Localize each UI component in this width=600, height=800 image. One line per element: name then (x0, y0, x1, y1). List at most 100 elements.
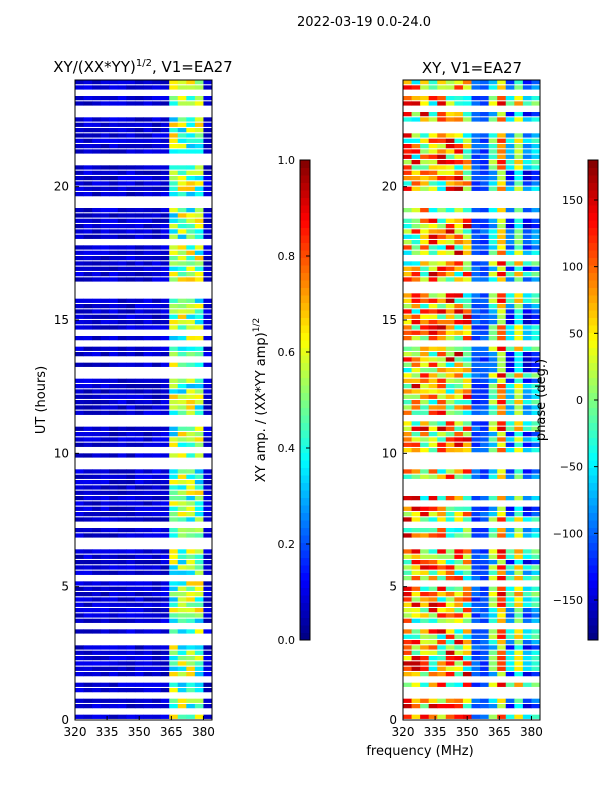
heatmap-cell (203, 432, 213, 437)
heatmap-cell (203, 602, 213, 607)
heatmap-cell (177, 256, 187, 261)
heatmap-cell (497, 314, 507, 319)
heatmap-cell (522, 117, 532, 122)
heatmap-cell (462, 432, 472, 437)
heatmap-cell (126, 698, 136, 703)
heatmap-cell (160, 213, 170, 218)
heatmap-cell (522, 298, 532, 303)
heatmap-cell (160, 378, 170, 383)
heatmap-cell (531, 554, 541, 559)
heatmap-cell (126, 144, 136, 149)
heatmap-cell (522, 138, 532, 143)
heatmap-cell (117, 170, 127, 175)
heatmap-cell (177, 336, 187, 341)
heatmap-cell (522, 245, 532, 250)
heatmap-cell (522, 666, 532, 671)
amplitude-colorbar-label: XY amp. / (XX*YY amp)1/2 (252, 318, 269, 482)
heatmap-cell (531, 298, 541, 303)
heatmap-cell (454, 602, 464, 607)
heatmap-cell (480, 602, 490, 607)
heatmap-cell (454, 96, 464, 101)
heatmap-cell (522, 432, 532, 437)
heatmap-cell (75, 501, 84, 506)
heatmap-cell (126, 672, 136, 677)
colorbar-segment (588, 392, 598, 401)
heatmap-cell (428, 218, 438, 223)
heatmap-cell (497, 181, 507, 186)
heatmap-cell (143, 213, 153, 218)
heatmap-cell (403, 474, 412, 479)
heatmap-cell (83, 501, 93, 506)
heatmap-cell (488, 554, 498, 559)
heatmap-cell (531, 138, 541, 143)
heatmap-cell (194, 597, 204, 602)
colorbar-segment (300, 235, 310, 243)
heatmap-cell (75, 490, 84, 495)
heatmap-cell (92, 549, 102, 554)
heatmap-cell (522, 240, 532, 245)
heatmap-cell (177, 554, 187, 559)
heatmap-cell (420, 346, 430, 351)
heatmap-cell (152, 597, 162, 602)
heatmap-cell (505, 330, 515, 335)
heatmap-cell (194, 528, 204, 533)
heatmap-cell (514, 549, 524, 554)
heatmap-cell (92, 336, 102, 341)
heatmap-cell (480, 565, 490, 570)
heatmap-cell (505, 373, 515, 378)
colorbar-segment (300, 190, 310, 198)
heatmap-cell (445, 208, 455, 213)
heatmap-cell (480, 661, 490, 666)
colorbar-segment (300, 182, 310, 191)
heatmap-cell (445, 597, 455, 602)
heatmap-cell (522, 704, 532, 709)
heatmap-cell (437, 474, 447, 479)
heatmap-cell (186, 661, 196, 666)
heatmap-cell (403, 448, 412, 453)
heatmap-cell (75, 394, 84, 399)
heatmap-cell (514, 96, 524, 101)
heatmap-cell (143, 405, 153, 410)
heatmap-cell (169, 170, 179, 175)
heatmap-cell (411, 181, 421, 186)
heatmap-cell (480, 272, 490, 277)
heatmap-cell (437, 330, 447, 335)
heatmap-cell (488, 394, 498, 399)
heatmap-cell (505, 160, 515, 165)
heatmap-cell (488, 570, 498, 575)
heatmap-cell (186, 304, 196, 309)
heatmap-cell (92, 704, 102, 709)
heatmap-cell (169, 592, 179, 597)
heatmap-cell (403, 160, 412, 165)
heatmap-cell (445, 645, 455, 650)
heatmap-cell (437, 517, 447, 522)
heatmap-cell (152, 400, 162, 405)
heatmap-cell (194, 581, 204, 586)
heatmap-cell (203, 400, 213, 405)
heatmap-cell (488, 240, 498, 245)
colorbar-segment (588, 310, 598, 318)
heatmap-cell (531, 325, 541, 330)
heatmap-cell (83, 512, 93, 517)
heatmap-cell (83, 85, 93, 90)
heatmap-cell (177, 117, 187, 122)
heatmap-cell (428, 613, 438, 618)
heatmap-cell (522, 112, 532, 117)
heatmap-cell (186, 250, 196, 255)
heatmap-cell (100, 517, 110, 522)
heatmap-cell (134, 656, 144, 661)
heatmap-cell (437, 298, 447, 303)
heatmap-cell (92, 437, 102, 442)
heatmap-cell (160, 138, 170, 143)
heatmap-cell (92, 218, 102, 223)
heatmap-cell (143, 234, 153, 239)
heatmap-cell (109, 570, 119, 575)
heatmap-cell (497, 277, 507, 282)
heatmap-cell (160, 656, 170, 661)
heatmap-cell (471, 496, 481, 501)
heatmap-cell (505, 277, 515, 282)
heatmap-cell (134, 629, 144, 634)
heatmap-cell (522, 656, 532, 661)
heatmap-cell (92, 554, 102, 559)
heatmap-cell (428, 608, 438, 613)
